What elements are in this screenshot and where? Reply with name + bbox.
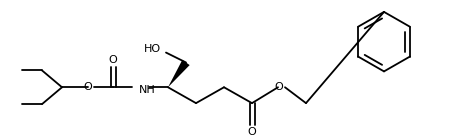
Text: O: O [109,55,117,66]
Text: HO: HO [143,44,161,54]
Text: O: O [275,82,284,92]
Text: O: O [248,127,256,137]
Text: O: O [84,82,93,92]
Text: NH: NH [139,85,156,95]
Polygon shape [168,60,190,87]
